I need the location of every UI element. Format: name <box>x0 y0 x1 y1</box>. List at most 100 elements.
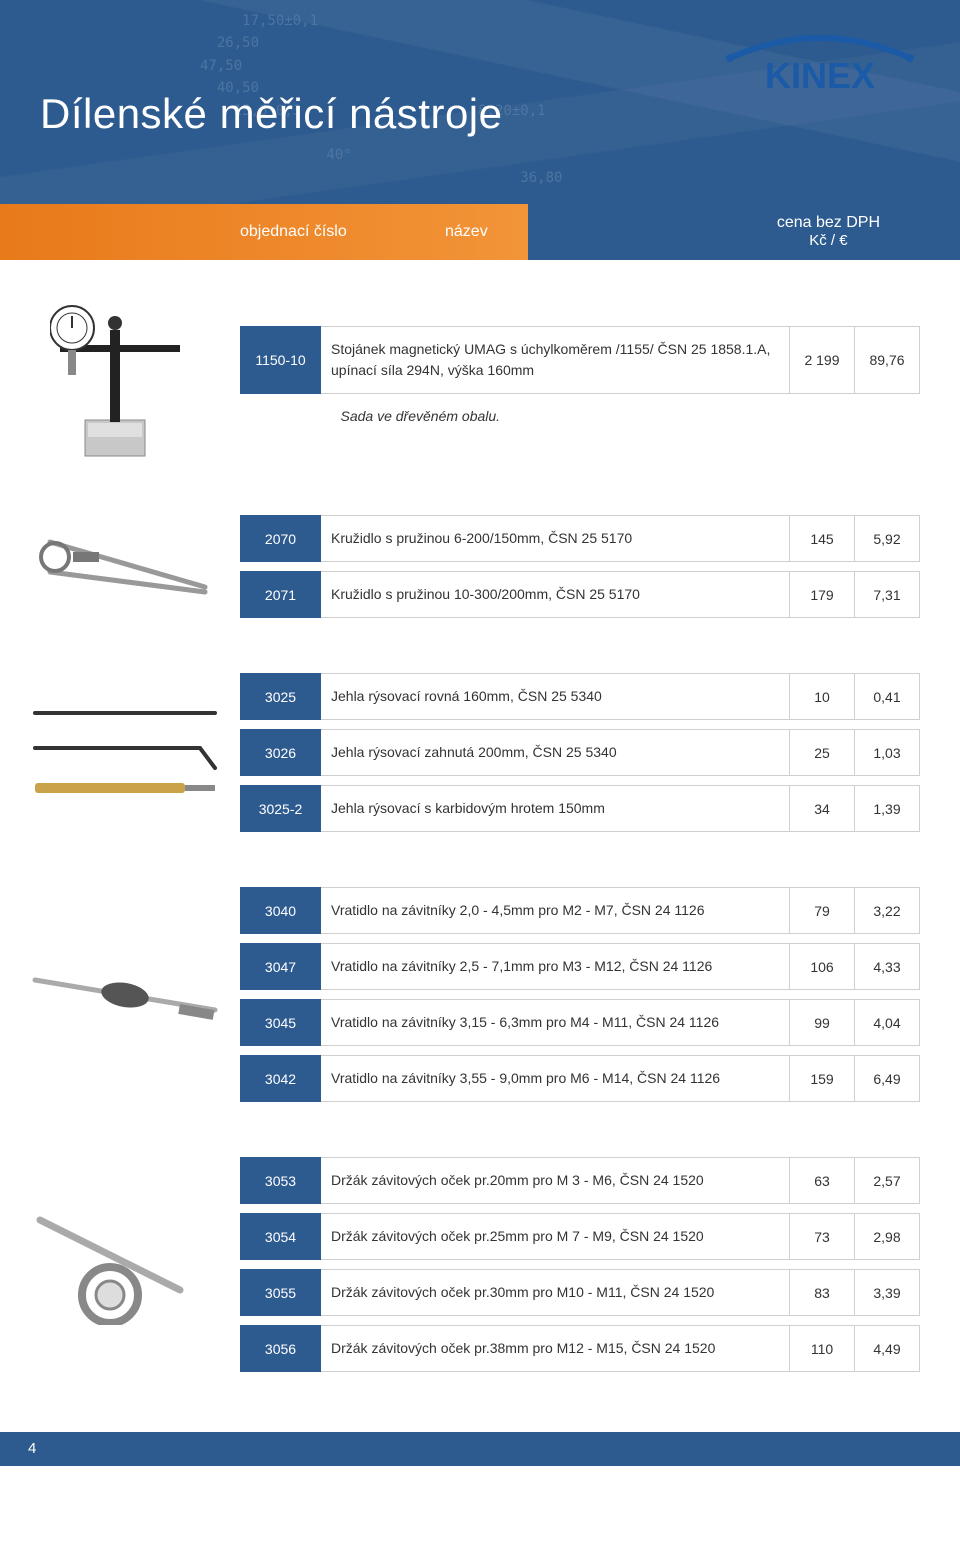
price-kc-cell: 179 <box>790 572 855 618</box>
page-header: 17,50±0,1 26,50 47,50 40,50 15,6-0,3 8,2… <box>0 0 960 260</box>
table-row: 3042 Vratidlo na závitníky 3,55 - 9,0mm … <box>241 1056 920 1102</box>
price-eur-cell: 3,39 <box>855 1270 920 1316</box>
product-image <box>30 522 220 612</box>
desc-cell: Vratidlo na závitníky 2,0 - 4,5mm pro M2… <box>321 888 790 934</box>
product-section-stand: 1150-10 Stojánek magnetický UMAG s úchyl… <box>30 290 920 460</box>
price-kc-cell: 73 <box>790 1214 855 1260</box>
code-cell: 3026 <box>241 730 321 776</box>
table-row: 3025 Jehla rýsovací rovná 160mm, ČSN 25 … <box>241 674 920 720</box>
col-header-price-units: Kč / € <box>809 232 847 249</box>
product-section-compass: 2070 Kružidlo s pružinou 6-200/150mm, ČS… <box>30 515 920 618</box>
desc-cell: Držák závitových oček pr.38mm pro M12 - … <box>321 1326 790 1372</box>
price-eur-cell: 0,41 <box>855 674 920 720</box>
product-table: 3025 Jehla rýsovací rovná 160mm, ČSN 25 … <box>240 673 920 832</box>
code-cell: 3042 <box>241 1056 321 1102</box>
product-section-dieholder: 3053 Držák závitových oček pr.20mm pro M… <box>30 1157 920 1372</box>
price-eur-cell: 4,49 <box>855 1326 920 1372</box>
col-header-code: objednací číslo <box>240 223 347 241</box>
page-content: 1150-10 Stojánek magnetický UMAG s úchyl… <box>0 260 960 1432</box>
table-row: 2070 Kružidlo s pružinou 6-200/150mm, ČS… <box>241 516 920 562</box>
price-eur-cell: 3,22 <box>855 888 920 934</box>
product-image <box>30 950 220 1040</box>
table-row: 3047 Vratidlo na závitníky 2,5 - 7,1mm p… <box>241 944 920 990</box>
price-kc-cell: 110 <box>790 1326 855 1372</box>
desc-cell: Vratidlo na závitníky 3,15 - 6,3mm pro M… <box>321 1000 790 1046</box>
price-eur-cell: 6,49 <box>855 1056 920 1102</box>
page-footer: 4 <box>0 1432 960 1466</box>
code-cell: 3053 <box>241 1158 321 1204</box>
page-number: 4 <box>28 1440 36 1457</box>
desc-cell: Držák závitových oček pr.20mm pro M 3 - … <box>321 1158 790 1204</box>
table-row: 3053 Držák závitových oček pr.20mm pro M… <box>241 1158 920 1204</box>
code-cell: 3025 <box>241 674 321 720</box>
product-image <box>30 1205 220 1325</box>
code-cell: 2070 <box>241 516 321 562</box>
price-eur-cell: 4,04 <box>855 1000 920 1046</box>
code-cell: 3025-2 <box>241 786 321 832</box>
code-cell: 2071 <box>241 572 321 618</box>
desc-cell: Držák závitových oček pr.25mm pro M 7 - … <box>321 1214 790 1260</box>
price-kc-cell: 63 <box>790 1158 855 1204</box>
desc-cell: Jehla rýsovací rovná 160mm, ČSN 25 5340 <box>321 674 790 720</box>
product-note: Sada ve dřevěném obalu. <box>241 394 920 425</box>
price-eur-cell: 89,76 <box>855 327 920 394</box>
price-kc-cell: 34 <box>790 786 855 832</box>
desc-cell: Jehla rýsovací zahnutá 200mm, ČSN 25 534… <box>321 730 790 776</box>
code-cell: 1150-10 <box>241 327 321 394</box>
price-eur-cell: 4,33 <box>855 944 920 990</box>
price-kc-cell: 99 <box>790 1000 855 1046</box>
price-eur-cell: 7,31 <box>855 572 920 618</box>
svg-text:KINEX: KINEX <box>765 55 875 96</box>
desc-cell: Jehla rýsovací s karbidovým hrotem 150mm <box>321 786 790 832</box>
price-eur-cell: 2,57 <box>855 1158 920 1204</box>
table-row: 3056 Držák závitových oček pr.38mm pro M… <box>241 1326 920 1372</box>
code-cell: 3054 <box>241 1214 321 1260</box>
price-kc-cell: 145 <box>790 516 855 562</box>
price-eur-cell: 1,03 <box>855 730 920 776</box>
table-row: 3025-2 Jehla rýsovací s karbidovým hrote… <box>241 786 920 832</box>
code-cell: 3056 <box>241 1326 321 1372</box>
table-row: 2071 Kružidlo s pružinou 10-300/200mm, Č… <box>241 572 920 618</box>
note-row: Sada ve dřevěném obalu. <box>241 394 920 425</box>
price-eur-cell: 1,39 <box>855 786 920 832</box>
desc-cell: Vratidlo na závitníky 3,55 - 9,0mm pro M… <box>321 1056 790 1102</box>
price-kc-cell: 159 <box>790 1056 855 1102</box>
table-row: 3040 Vratidlo na závitníky 2,0 - 4,5mm p… <box>241 888 920 934</box>
price-kc-cell: 2 199 <box>790 327 855 394</box>
table-row: 3045 Vratidlo na závitníky 3,15 - 6,3mm … <box>241 1000 920 1046</box>
product-section-tapwrench: 3040 Vratidlo na závitníky 2,0 - 4,5mm p… <box>30 887 920 1102</box>
desc-cell: Vratidlo na závitníky 2,5 - 7,1mm pro M3… <box>321 944 790 990</box>
desc-cell: Kružidlo s pružinou 6-200/150mm, ČSN 25 … <box>321 516 790 562</box>
price-kc-cell: 106 <box>790 944 855 990</box>
price-kc-cell: 83 <box>790 1270 855 1316</box>
desc-cell: Stojánek magnetický UMAG s úchylkoměrem … <box>321 327 790 394</box>
page-title: Dílenské měřicí nástroje <box>40 90 503 138</box>
product-section-scriber: 3025 Jehla rýsovací rovná 160mm, ČSN 25 … <box>30 673 920 832</box>
code-cell: 3047 <box>241 944 321 990</box>
price-eur-cell: 2,98 <box>855 1214 920 1260</box>
price-eur-cell: 5,92 <box>855 516 920 562</box>
table-row: 3055 Držák závitových oček pr.30mm pro M… <box>241 1270 920 1316</box>
price-kc-cell: 10 <box>790 674 855 720</box>
col-header-price: cena bez DPH Kč / € <box>777 214 880 250</box>
product-table: 3040 Vratidlo na závitníky 2,0 - 4,5mm p… <box>240 887 920 1102</box>
code-cell: 3045 <box>241 1000 321 1046</box>
code-cell: 3055 <box>241 1270 321 1316</box>
product-table: 3053 Držák závitových oček pr.20mm pro M… <box>240 1157 920 1372</box>
col-header-price-label: cena bez DPH <box>777 214 880 231</box>
column-headers: objednací číslo název cena bez DPH Kč / … <box>0 204 960 260</box>
desc-cell: Držák závitových oček pr.30mm pro M10 - … <box>321 1270 790 1316</box>
product-image <box>30 290 220 460</box>
product-image <box>30 698 220 808</box>
table-row: 3054 Držák závitových oček pr.25mm pro M… <box>241 1214 920 1260</box>
desc-cell: Kružidlo s pružinou 10-300/200mm, ČSN 25… <box>321 572 790 618</box>
brand-logo: KINEX <box>720 30 920 100</box>
col-header-name: název <box>445 223 488 241</box>
table-row: 1150-10 Stojánek magnetický UMAG s úchyl… <box>241 327 920 394</box>
table-row: 3026 Jehla rýsovací zahnutá 200mm, ČSN 2… <box>241 730 920 776</box>
price-kc-cell: 79 <box>790 888 855 934</box>
code-cell: 3040 <box>241 888 321 934</box>
product-table: 1150-10 Stojánek magnetický UMAG s úchyl… <box>240 326 920 424</box>
product-table: 2070 Kružidlo s pružinou 6-200/150mm, ČS… <box>240 515 920 618</box>
price-kc-cell: 25 <box>790 730 855 776</box>
